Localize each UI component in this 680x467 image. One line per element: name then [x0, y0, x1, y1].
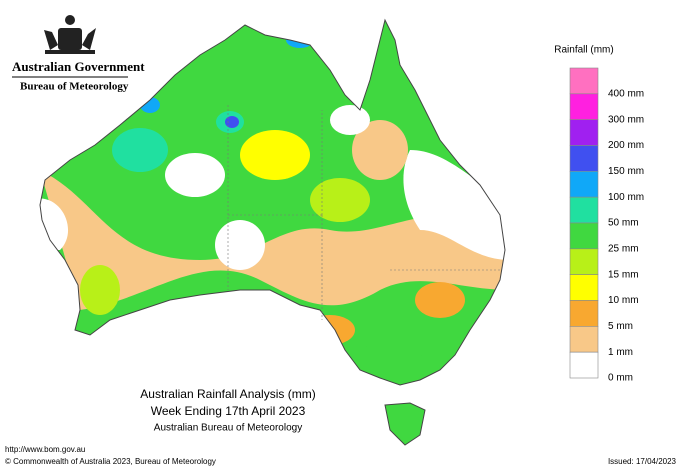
legend-label: 25 mm [608, 243, 639, 254]
legend-swatch [569, 351, 599, 379]
legend-swatch [569, 300, 599, 327]
government-name: Australian Government [12, 59, 145, 74]
legend-swatch [569, 274, 599, 301]
legend-label: 400 mm [608, 88, 644, 99]
footer-url: http://www.bom.gov.au [5, 445, 85, 454]
state-borders [227, 105, 500, 320]
legend-swatch [569, 93, 599, 120]
legend-swatch [569, 171, 599, 198]
legend-label: 10 mm [608, 295, 639, 306]
legend-swatch [569, 222, 599, 250]
legend-label: 150 mm [608, 166, 644, 177]
legend-label: 15 mm [608, 269, 639, 280]
legend-label: 300 mm [608, 114, 644, 125]
legend: 400 mm 300 mm 200 mm 150 mm 100 mm 50 mm 25 mm… [569, 67, 644, 384]
legend-swatch [569, 145, 599, 172]
legend-label: 5 mm [608, 321, 633, 332]
footer-copyright: © Commonwealth of Australia 2023, Bureau… [5, 457, 216, 466]
legend-label: 200 mm [608, 140, 644, 151]
bureau-name: Bureau of Meteorology [20, 81, 129, 93]
legend-title: Rainfall (mm) [554, 45, 613, 56]
legend-swatch [569, 67, 599, 95]
legend-swatch [569, 196, 599, 224]
footer-issued: Issued: 17/04/2023 [608, 457, 677, 466]
legend-label: 50 mm [608, 218, 639, 229]
legend-label: 100 mm [608, 192, 644, 203]
coat-of-arms [44, 15, 96, 54]
map-title: Australian Rainfall Analysis (mm) [140, 387, 315, 401]
legend-swatch [569, 248, 599, 275]
coastline [39, 18, 506, 446]
legend-swatch [569, 119, 599, 146]
map-source: Australian Bureau of Meteorology [154, 423, 302, 434]
legend-label: 0 mm [608, 373, 633, 384]
legend-swatch [569, 326, 599, 353]
legend-label: 1 mm [608, 347, 633, 358]
map-subtitle: Week Ending 17th April 2023 [151, 404, 306, 418]
